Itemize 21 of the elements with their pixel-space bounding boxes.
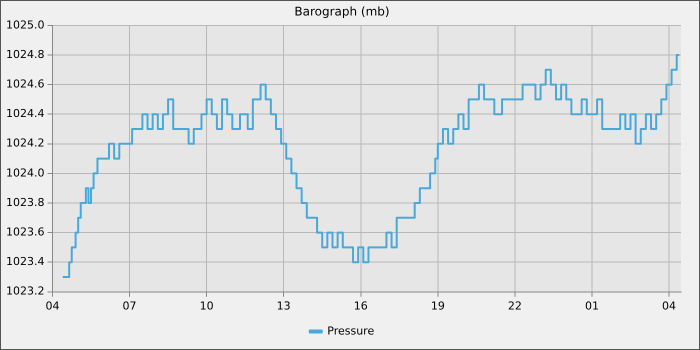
y-tick-label: 1023.2 <box>6 284 44 298</box>
x-tick-label: 19 <box>430 299 445 312</box>
x-tick-label: 01 <box>584 299 599 312</box>
legend-label: Pressure <box>327 324 374 338</box>
y-tick-label: 1024.2 <box>6 136 44 150</box>
chart-title: Barograph (mb) <box>294 4 390 18</box>
x-tick-label: 04 <box>45 299 60 312</box>
y-tick-label: 1024.6 <box>6 77 44 90</box>
x-tick-label: 04 <box>662 299 676 312</box>
y-tick-label: 1023.4 <box>6 255 44 268</box>
x-tick-label: 07 <box>122 299 137 312</box>
y-tick-label: 1024.8 <box>6 48 44 61</box>
y-tick-label: 1023.8 <box>6 196 44 209</box>
y-tick-label: 1025.0 <box>6 18 44 32</box>
x-tick-label: 22 <box>508 299 522 312</box>
x-tick-label: 10 <box>200 299 214 312</box>
y-tick-label: 1024.0 <box>6 166 44 180</box>
x-tick-label: 13 <box>276 299 291 312</box>
y-tick-label: 1023.6 <box>6 225 44 238</box>
x-tick-label: 16 <box>354 299 368 312</box>
y-tick-label: 1024.4 <box>6 107 44 120</box>
